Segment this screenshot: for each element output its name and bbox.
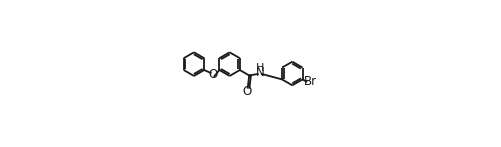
- Text: H: H: [256, 63, 264, 73]
- Text: N: N: [256, 66, 265, 79]
- Text: O: O: [242, 85, 252, 98]
- Text: O: O: [208, 69, 217, 81]
- Text: Br: Br: [304, 75, 317, 88]
